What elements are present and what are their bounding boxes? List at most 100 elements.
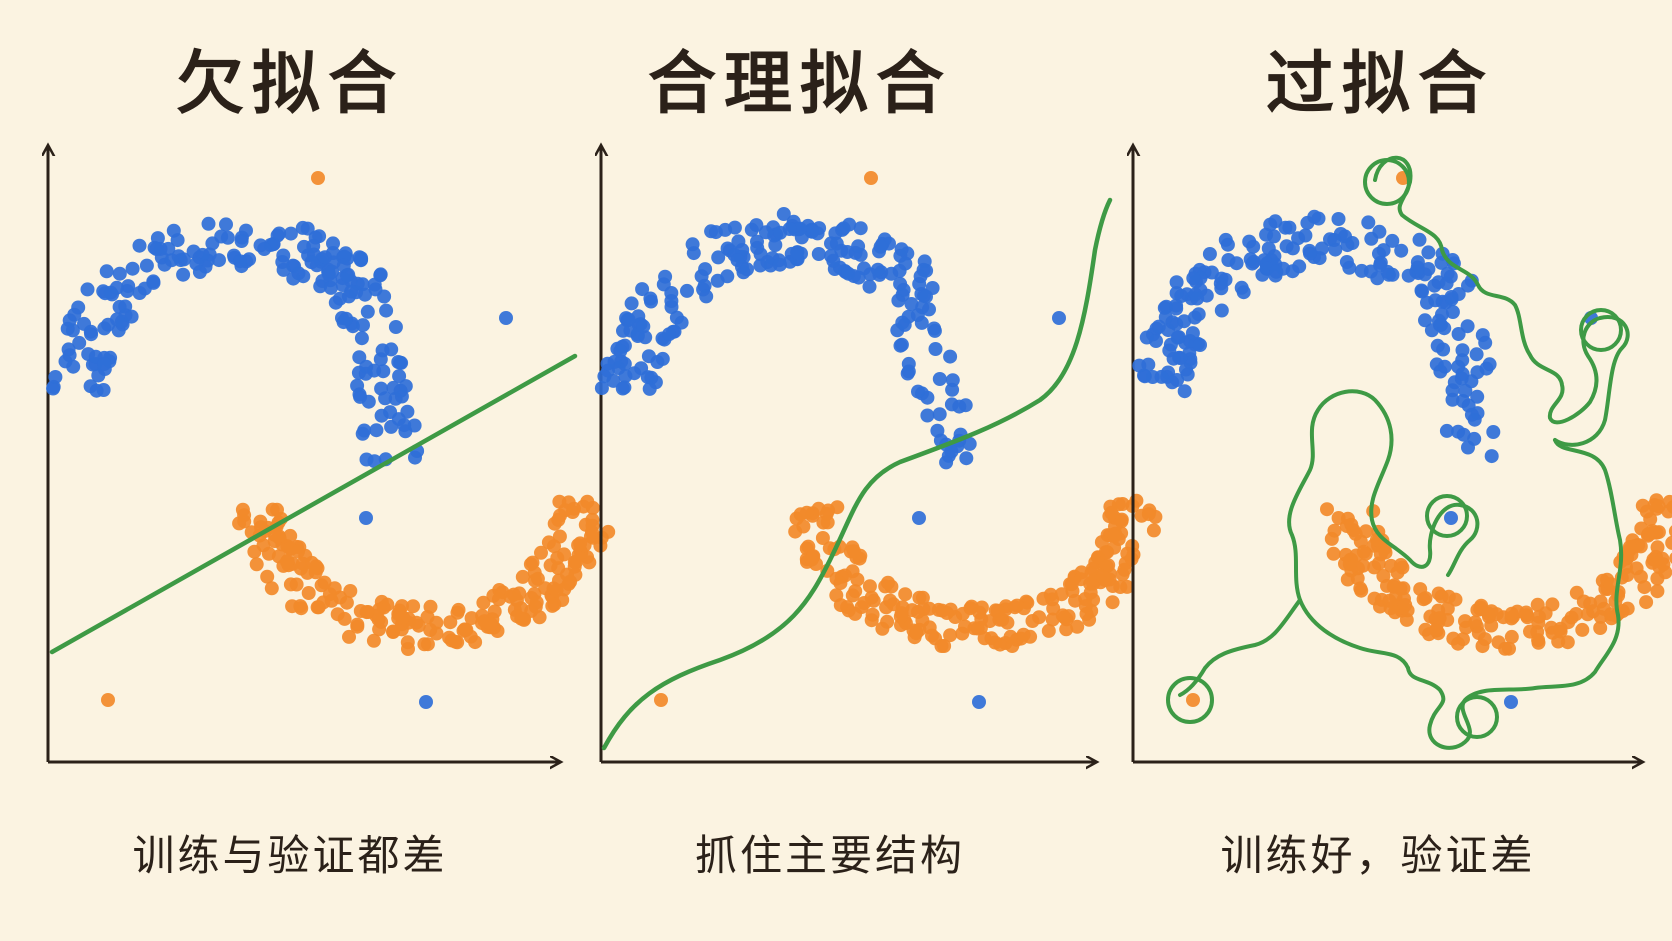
data-point-orange [558,503,573,518]
data-point-orange [1519,608,1534,623]
data-point-orange [815,531,830,545]
data-point-orange [350,619,365,634]
outlier-blue [1052,311,1066,325]
data-point-orange [394,622,409,637]
goodfit-panel [594,146,1163,762]
data-point-orange [1016,627,1031,642]
data-point-blue [1410,255,1425,270]
data-point-blue [749,218,764,233]
data-point-blue [354,251,369,266]
data-point-blue [1169,275,1184,290]
data-point-orange [1662,494,1672,509]
data-point-blue [124,309,139,324]
data-point-orange [1356,544,1371,559]
data-point-blue [150,231,165,246]
data-point-orange [1007,600,1022,615]
data-point-orange [1413,582,1428,597]
data-point-orange [1326,546,1341,561]
data-point-blue [62,313,77,328]
data-point-blue [919,289,933,304]
data-point-blue [873,239,888,254]
data-point-blue [772,257,787,272]
data-point-blue [912,277,927,291]
data-point-blue [893,338,908,353]
data-point-orange [916,602,931,616]
data-point-orange [429,626,444,641]
data-point-blue [1331,212,1346,226]
data-point-blue [220,230,235,245]
data-point-orange [925,628,939,643]
data-point-orange [1398,598,1413,612]
data-point-orange [1434,589,1449,604]
data-point-blue [826,253,841,268]
data-point-orange [1059,622,1074,637]
data-point-orange [1532,609,1546,624]
data-point-orange [1146,523,1161,538]
data-point-orange [864,590,879,605]
data-point-blue [139,258,154,273]
data-point-orange [285,599,300,614]
data-point-blue [945,373,960,388]
data-point-orange [1107,529,1122,544]
data-point-orange [310,561,325,576]
data-point-blue [794,230,809,245]
outlier-orange [311,171,325,185]
outlier-blue [972,695,986,709]
data-point-blue [896,282,911,297]
data-point-orange [486,588,501,603]
data-point-blue [699,289,714,304]
data-point-blue [898,256,913,271]
data-point-blue [621,312,636,327]
data-point-blue [1479,361,1494,376]
data-point-orange [515,569,530,584]
data-point-blue [377,289,392,304]
data-point-orange [881,575,895,590]
data-point-blue [641,349,656,364]
data-point-blue [1486,425,1501,439]
data-point-orange [567,559,582,574]
data-point-blue [80,282,95,297]
data-point-orange [1620,601,1635,616]
outlier-blue [419,695,433,709]
data-point-orange [458,622,473,637]
data-point-orange [1338,547,1353,562]
data-point-blue [149,242,164,256]
data-point-blue [944,444,959,459]
overfit-decision-boundary [1166,155,1630,750]
data-point-orange [1622,540,1637,554]
data-point-blue [1455,366,1470,381]
data-point-blue [339,311,354,326]
data-point-orange [1475,639,1490,654]
data-point-orange [1113,580,1128,594]
data-point-blue [391,355,406,369]
outlier-orange [864,171,878,185]
data-point-orange [1114,514,1129,529]
data-point-blue [932,407,947,422]
data-point-orange [1055,608,1070,623]
data-point-orange [1668,525,1672,538]
data-point-blue [1314,241,1329,256]
data-point-orange [366,633,381,648]
data-point-orange [1382,593,1397,608]
data-point-blue [97,357,112,371]
data-point-blue [962,436,977,451]
data-point-orange [1331,511,1346,525]
data-point-blue [400,404,415,419]
data-point-blue [1484,449,1499,464]
data-point-blue [959,451,974,466]
data-point-orange [448,634,463,649]
data-point-blue [109,280,124,295]
data-point-blue [1475,328,1490,343]
data-point-blue [669,310,684,325]
data-point-blue [112,266,127,281]
data-point-blue [367,277,382,292]
data-point-blue [407,418,422,433]
data-point-blue [870,262,885,277]
data-point-blue [1327,233,1342,247]
data-point-blue [205,236,220,251]
data-point-orange [283,528,298,543]
data-point-blue [62,348,77,363]
data-point-blue [272,226,287,241]
data-point-blue [776,207,791,221]
